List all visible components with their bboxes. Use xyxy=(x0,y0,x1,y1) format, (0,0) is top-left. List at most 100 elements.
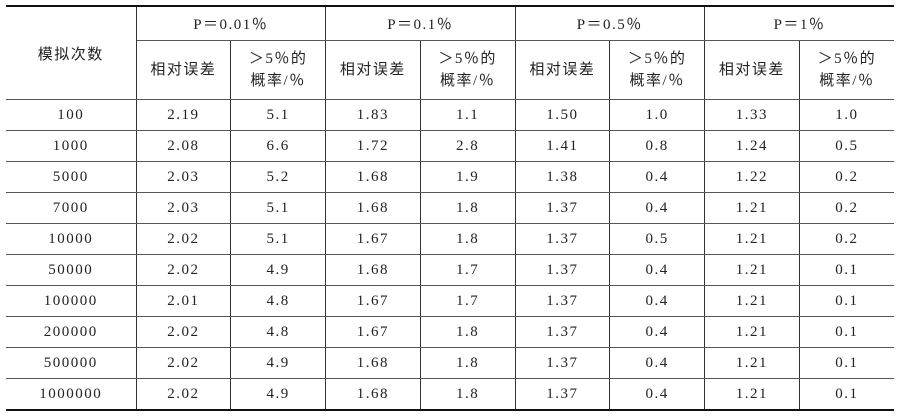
cell: 1.21 xyxy=(704,347,800,379)
cell: 0.1 xyxy=(798,316,894,348)
group-header: P＝0.1％ xyxy=(325,5,516,41)
cell: 0.4 xyxy=(609,161,705,193)
table-row: 100 2.19 5.1 1.83 1.1 1.50 1.0 1.33 1.0 xyxy=(6,99,894,131)
row-label-header: 模拟次数 xyxy=(6,5,137,100)
cell: 0.4 xyxy=(609,285,705,317)
cell: 6.6 xyxy=(230,130,326,162)
cell: 1.21 xyxy=(704,378,800,411)
cell: 1.0 xyxy=(798,99,894,131)
group-header: P＝0.5％ xyxy=(514,5,705,41)
cell: 1.68 xyxy=(325,347,421,379)
cell: 1.67 xyxy=(325,223,421,255)
cell: 2.08 xyxy=(135,130,232,162)
subheader: ＞5％的概率/％ xyxy=(419,40,516,100)
cell: 1.37 xyxy=(514,378,611,411)
cell: 1.37 xyxy=(514,285,611,317)
cell: 1.37 xyxy=(514,223,611,255)
cell: 0.4 xyxy=(609,192,705,224)
cell: 0.1 xyxy=(798,254,894,286)
table-row: 500000 2.02 4.9 1.68 1.8 1.37 0.4 1.21 0.1 xyxy=(6,347,894,379)
cell: 2.02 xyxy=(135,347,232,379)
cell: 5.1 xyxy=(230,99,326,131)
table-row: 200000 2.02 4.8 1.67 1.8 1.37 0.4 1.21 0.1 xyxy=(6,316,894,348)
cell: 1.67 xyxy=(325,285,421,317)
cell: 0.5 xyxy=(609,223,705,255)
cell: 0.1 xyxy=(798,285,894,317)
row-label: 500000 xyxy=(6,347,137,379)
row-label: 5000 xyxy=(6,161,137,193)
cell: 1.7 xyxy=(419,285,516,317)
table-body: 100 2.19 5.1 1.83 1.1 1.50 1.0 1.33 1.0 1000 2.08 6… xyxy=(6,99,894,411)
subheader-text: ＞5％的概率/％ xyxy=(627,51,687,89)
cell: 1.0 xyxy=(609,99,705,131)
cell: 4.9 xyxy=(230,378,326,411)
cell: 1.38 xyxy=(514,161,611,193)
subheader-row: 相对误差 ＞5％的概率/％ 相对误差 ＞5％的概率/％ 相对误差 ＞5％的概率/％ 相对误差… xyxy=(6,40,894,100)
cell: 1.21 xyxy=(704,223,800,255)
cell: 1.21 xyxy=(704,285,800,317)
cell: 5.2 xyxy=(230,161,326,193)
cell: 1.21 xyxy=(704,254,800,286)
cell: 1.21 xyxy=(704,316,800,348)
cell: 1.1 xyxy=(419,99,516,131)
cell: 1.9 xyxy=(419,161,516,193)
cell: 4.9 xyxy=(230,254,326,286)
table-row: 1000000 2.02 4.9 1.68 1.8 1.37 0.4 1.21 0.1 xyxy=(6,378,894,411)
cell: 2.03 xyxy=(135,161,232,193)
cell: 5.1 xyxy=(230,223,326,255)
cell: 4.8 xyxy=(230,285,326,317)
subheader-text: 相对误差 xyxy=(529,62,596,78)
cell: 1.21 xyxy=(704,192,800,224)
cell: 1.37 xyxy=(514,192,611,224)
table-row: 1000 2.08 6.6 1.72 2.8 1.41 0.8 1.24 0.5 xyxy=(6,130,894,162)
cell: 1.41 xyxy=(514,130,611,162)
cell: 2.03 xyxy=(135,192,232,224)
subheader-text: ＞5％的概率/％ xyxy=(817,51,877,89)
subheader: ＞5％的概率/％ xyxy=(798,40,894,100)
cell: 2.02 xyxy=(135,223,232,255)
row-label: 50000 xyxy=(6,254,137,286)
cell: 1.8 xyxy=(419,223,516,255)
cell: 0.1 xyxy=(798,347,894,379)
header-row: 模拟次数 P＝0.01％ P＝0.1％ P＝0.5％ P＝1％ xyxy=(6,5,894,100)
cell: 1.8 xyxy=(419,316,516,348)
subheader-text: 相对误差 xyxy=(718,62,785,78)
table-row: 100000 2.01 4.8 1.67 1.7 1.37 0.4 1.21 0.1 xyxy=(6,285,894,317)
subheader-text: ＞5％的概率/％ xyxy=(248,51,308,89)
cell: 1.68 xyxy=(325,378,421,411)
cell: 2.19 xyxy=(135,99,232,131)
subheader-text: 相对误差 xyxy=(150,62,217,78)
table-row: 7000 2.03 5.1 1.68 1.8 1.37 0.4 1.21 0.2 xyxy=(6,192,894,224)
cell: 2.8 xyxy=(419,130,516,162)
cell: 1.68 xyxy=(325,254,421,286)
data-table: 模拟次数 P＝0.01％ P＝0.1％ P＝0.5％ P＝1％ 相对误差 ＞5％的概率/… xyxy=(6,5,894,411)
subheader-text: ＞5％的概率/％ xyxy=(438,51,497,89)
row-label: 1000000 xyxy=(6,378,137,411)
group-header: P＝0.01％ xyxy=(135,5,326,41)
cell: 1.8 xyxy=(419,192,516,224)
subheader: ＞5％的概率/％ xyxy=(609,40,705,100)
row-label: 100000 xyxy=(6,285,137,317)
subheader: 相对误差 xyxy=(136,40,232,100)
row-label: 1000 xyxy=(6,130,137,162)
cell: 1.50 xyxy=(514,99,611,131)
row-label: 100 xyxy=(6,99,137,131)
cell: 1.72 xyxy=(325,130,421,162)
cell: 1.37 xyxy=(514,347,611,379)
table-row: 50000 2.02 4.9 1.68 1.7 1.37 0.4 1.21 0.1 xyxy=(6,254,894,286)
cell: 1.7 xyxy=(419,254,516,286)
row-label: 7000 xyxy=(6,192,137,224)
cell: 1.37 xyxy=(514,254,611,286)
cell: 1.24 xyxy=(704,130,800,162)
cell: 1.33 xyxy=(704,99,800,131)
cell: 2.01 xyxy=(135,285,232,317)
group-header: P＝1％ xyxy=(704,5,894,41)
cell: 1.8 xyxy=(419,347,516,379)
cell: 4.9 xyxy=(230,347,326,379)
cell: 0.2 xyxy=(798,161,894,193)
subheader: 相对误差 xyxy=(325,40,421,100)
cell: 1.83 xyxy=(325,99,421,131)
subheader: 相对误差 xyxy=(514,40,611,100)
cell: 0.4 xyxy=(609,316,705,348)
